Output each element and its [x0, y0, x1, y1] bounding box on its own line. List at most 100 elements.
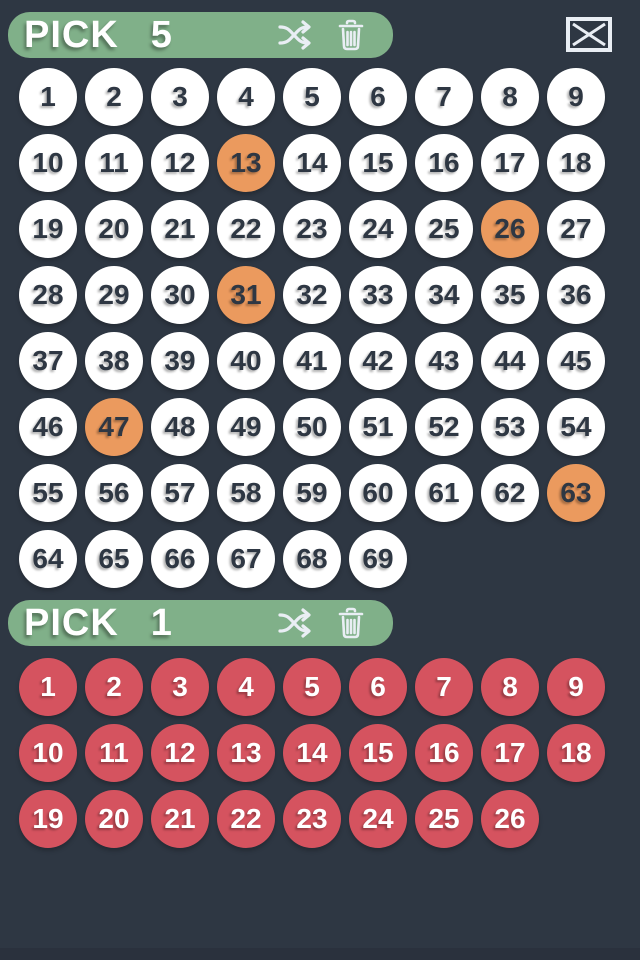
main-numbers-ball-57[interactable]: 57 — [151, 464, 209, 522]
main-numbers-ball-33[interactable]: 33 — [349, 266, 407, 324]
main-numbers-ball-24[interactable]: 24 — [349, 200, 407, 258]
main-numbers-ball-23[interactable]: 23 — [283, 200, 341, 258]
main-numbers-ball-18[interactable]: 18 — [547, 134, 605, 192]
main-numbers-ball-67[interactable]: 67 — [217, 530, 275, 588]
bonus-numbers-ball-24[interactable]: 24 — [349, 790, 407, 848]
main-numbers-ball-35[interactable]: 35 — [481, 266, 539, 324]
bonus-numbers-ball-25[interactable]: 25 — [415, 790, 473, 848]
main-numbers-ball-29[interactable]: 29 — [85, 266, 143, 324]
bonus-numbers-ball-17[interactable]: 17 — [481, 724, 539, 782]
bonus-numbers-ball-1[interactable]: 1 — [19, 658, 77, 716]
main-numbers-ball-40[interactable]: 40 — [217, 332, 275, 390]
main-numbers-ball-58[interactable]: 58 — [217, 464, 275, 522]
main-numbers-ball-41[interactable]: 41 — [283, 332, 341, 390]
main-numbers-ball-4[interactable]: 4 — [217, 68, 275, 126]
main-numbers-ball-53[interactable]: 53 — [481, 398, 539, 456]
main-numbers-ball-44[interactable]: 44 — [481, 332, 539, 390]
bonus-numbers-ball-10[interactable]: 10 — [19, 724, 77, 782]
main-numbers-ball-6[interactable]: 6 — [349, 68, 407, 126]
main-numbers-ball-61[interactable]: 61 — [415, 464, 473, 522]
main-numbers-ball-47[interactable]: 47 — [85, 398, 143, 456]
main-numbers-ball-65[interactable]: 65 — [85, 530, 143, 588]
main-numbers-ball-1[interactable]: 1 — [19, 68, 77, 126]
main-numbers-ball-21[interactable]: 21 — [151, 200, 209, 258]
main-numbers-ball-45[interactable]: 45 — [547, 332, 605, 390]
main-numbers-ball-52[interactable]: 52 — [415, 398, 473, 456]
main-numbers-ball-64[interactable]: 64 — [19, 530, 77, 588]
bonus-numbers-ball-2[interactable]: 2 — [85, 658, 143, 716]
bonus-numbers-ball-12[interactable]: 12 — [151, 724, 209, 782]
main-numbers-ball-59[interactable]: 59 — [283, 464, 341, 522]
bonus-numbers-ball-18[interactable]: 18 — [547, 724, 605, 782]
bonus-numbers-ball-13[interactable]: 13 — [217, 724, 275, 782]
main-numbers-ball-22[interactable]: 22 — [217, 200, 275, 258]
pick5-shuffle-button[interactable] — [275, 17, 315, 53]
bonus-numbers-ball-4[interactable]: 4 — [217, 658, 275, 716]
main-numbers-ball-37[interactable]: 37 — [19, 332, 77, 390]
main-numbers-ball-11[interactable]: 11 — [85, 134, 143, 192]
bonus-numbers-ball-22[interactable]: 22 — [217, 790, 275, 848]
main-numbers-ball-26[interactable]: 26 — [481, 200, 539, 258]
bonus-numbers-ball-19[interactable]: 19 — [19, 790, 77, 848]
main-numbers-ball-20[interactable]: 20 — [85, 200, 143, 258]
pick5-clear-button[interactable] — [335, 17, 367, 53]
main-numbers-ball-63[interactable]: 63 — [547, 464, 605, 522]
bonus-numbers-ball-9[interactable]: 9 — [547, 658, 605, 716]
bonus-numbers-ball-7[interactable]: 7 — [415, 658, 473, 716]
main-numbers-ball-19[interactable]: 19 — [19, 200, 77, 258]
main-numbers-ball-3[interactable]: 3 — [151, 68, 209, 126]
pick1-shuffle-button[interactable] — [275, 605, 315, 641]
main-numbers-ball-5[interactable]: 5 — [283, 68, 341, 126]
main-numbers-ball-17[interactable]: 17 — [481, 134, 539, 192]
bonus-numbers-ball-21[interactable]: 21 — [151, 790, 209, 848]
bonus-numbers-ball-23[interactable]: 23 — [283, 790, 341, 848]
main-numbers-ball-38[interactable]: 38 — [85, 332, 143, 390]
main-numbers-ball-66[interactable]: 66 — [151, 530, 209, 588]
bonus-numbers-ball-3[interactable]: 3 — [151, 658, 209, 716]
main-numbers-ball-2[interactable]: 2 — [85, 68, 143, 126]
bonus-numbers-ball-6[interactable]: 6 — [349, 658, 407, 716]
main-numbers-ball-13[interactable]: 13 — [217, 134, 275, 192]
main-numbers-ball-28[interactable]: 28 — [19, 266, 77, 324]
main-numbers-ball-39[interactable]: 39 — [151, 332, 209, 390]
main-numbers-ball-16[interactable]: 16 — [415, 134, 473, 192]
bonus-numbers-ball-20[interactable]: 20 — [85, 790, 143, 848]
main-numbers-ball-69[interactable]: 69 — [349, 530, 407, 588]
main-numbers-ball-36[interactable]: 36 — [547, 266, 605, 324]
main-numbers-ball-60[interactable]: 60 — [349, 464, 407, 522]
main-numbers-ball-46[interactable]: 46 — [19, 398, 77, 456]
main-numbers-ball-8[interactable]: 8 — [481, 68, 539, 126]
close-button[interactable] — [566, 17, 612, 52]
bonus-numbers-ball-16[interactable]: 16 — [415, 724, 473, 782]
main-numbers-ball-31[interactable]: 31 — [217, 266, 275, 324]
main-numbers-ball-25[interactable]: 25 — [415, 200, 473, 258]
main-numbers-ball-51[interactable]: 51 — [349, 398, 407, 456]
pick1-clear-button[interactable] — [335, 605, 367, 641]
main-numbers-ball-9[interactable]: 9 — [547, 68, 605, 126]
main-numbers-ball-32[interactable]: 32 — [283, 266, 341, 324]
main-numbers-ball-56[interactable]: 56 — [85, 464, 143, 522]
bonus-numbers-ball-15[interactable]: 15 — [349, 724, 407, 782]
main-numbers-ball-34[interactable]: 34 — [415, 266, 473, 324]
main-numbers-ball-48[interactable]: 48 — [151, 398, 209, 456]
bonus-numbers-ball-26[interactable]: 26 — [481, 790, 539, 848]
main-numbers-ball-27[interactable]: 27 — [547, 200, 605, 258]
main-numbers-ball-55[interactable]: 55 — [19, 464, 77, 522]
main-numbers-ball-54[interactable]: 54 — [547, 398, 605, 456]
bonus-numbers-ball-8[interactable]: 8 — [481, 658, 539, 716]
main-numbers-ball-43[interactable]: 43 — [415, 332, 473, 390]
bonus-numbers-ball-11[interactable]: 11 — [85, 724, 143, 782]
main-numbers-ball-42[interactable]: 42 — [349, 332, 407, 390]
bonus-numbers-ball-5[interactable]: 5 — [283, 658, 341, 716]
bonus-numbers-ball-14[interactable]: 14 — [283, 724, 341, 782]
main-numbers-ball-50[interactable]: 50 — [283, 398, 341, 456]
main-numbers-ball-15[interactable]: 15 — [349, 134, 407, 192]
main-numbers-ball-14[interactable]: 14 — [283, 134, 341, 192]
main-numbers-ball-7[interactable]: 7 — [415, 68, 473, 126]
main-numbers-ball-68[interactable]: 68 — [283, 530, 341, 588]
main-numbers-ball-62[interactable]: 62 — [481, 464, 539, 522]
main-numbers-ball-10[interactable]: 10 — [19, 134, 77, 192]
main-numbers-ball-12[interactable]: 12 — [151, 134, 209, 192]
main-numbers-ball-30[interactable]: 30 — [151, 266, 209, 324]
main-numbers-ball-49[interactable]: 49 — [217, 398, 275, 456]
